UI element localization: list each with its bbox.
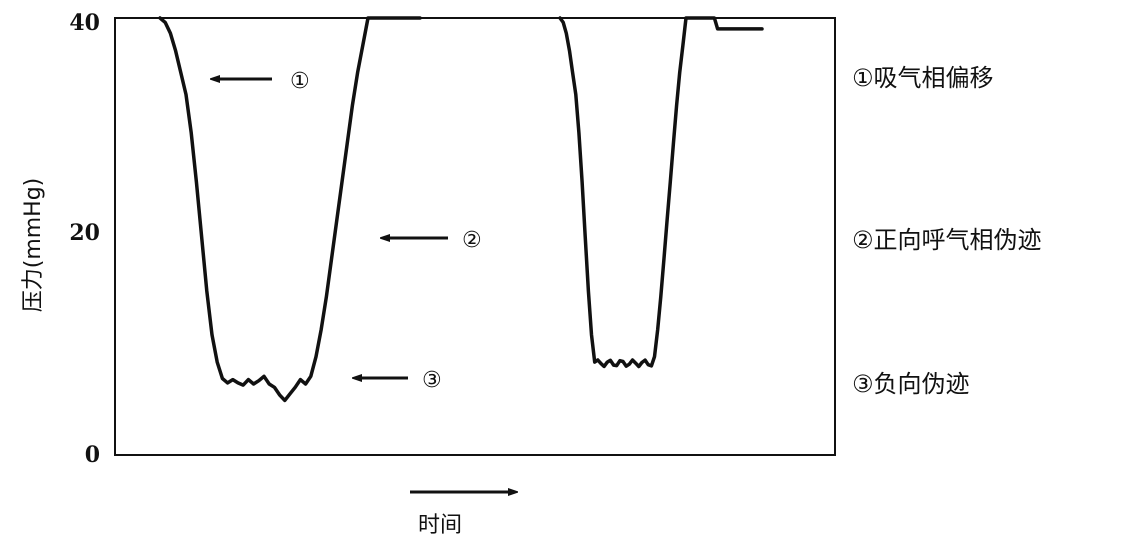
series-line-cycle-2 [558, 16, 764, 369]
legend-item-2: ②正向呼气相伪迹 [852, 226, 1042, 254]
legend-item-3: ③负向伪迹 [852, 370, 970, 398]
legend-item-1: ①吸气相偏移 [852, 64, 994, 92]
y-tick-label-2: 40 [69, 10, 100, 36]
annotation-label-1: ① [290, 69, 310, 94]
y-tick-label-1: 20 [69, 220, 100, 246]
x-axis-label: 时间 [418, 513, 462, 538]
y-tick-label-0: 0 [85, 442, 100, 468]
annotation-label-2: ② [462, 228, 482, 253]
series-line-cycle-1 [158, 16, 422, 403]
y-axis-label: 压力(mmHg) [21, 178, 46, 313]
annotations: ① ② ③ [220, 69, 482, 393]
annotation-label-3: ③ [422, 368, 442, 393]
plot-frame [114, 17, 836, 456]
